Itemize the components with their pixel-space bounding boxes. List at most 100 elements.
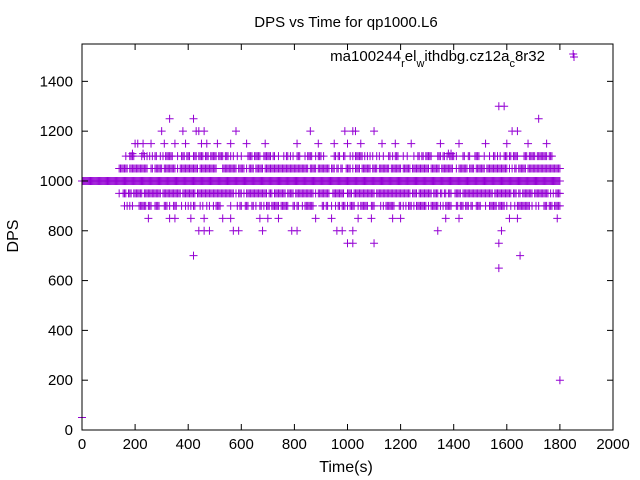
data-point (354, 214, 363, 223)
legend-marker (570, 53, 578, 61)
data-point (396, 214, 405, 223)
data-point (455, 139, 464, 148)
data-point (351, 127, 360, 136)
data-point (186, 214, 195, 223)
data-point (319, 152, 328, 161)
data-point (213, 139, 222, 148)
data-point (555, 376, 564, 385)
data-point (144, 214, 153, 223)
y-tick-label: 1400 (40, 73, 73, 90)
data-point (494, 264, 503, 273)
data-point (407, 139, 416, 148)
data-point (200, 214, 209, 223)
data-point (481, 139, 490, 148)
data-point (340, 127, 349, 136)
data-point (497, 226, 506, 235)
data-point (189, 114, 198, 123)
data-point (542, 139, 551, 148)
data-point (441, 214, 450, 223)
data-point (160, 139, 169, 148)
x-axis-ticks: 0 200 400 600 800 1000 1200 1400 1600 1800 2000 (78, 44, 630, 453)
data-point (258, 226, 267, 235)
data-point (242, 139, 251, 148)
data-point (555, 164, 564, 173)
data-point (436, 139, 445, 148)
data-point (391, 139, 400, 148)
legend-text-part: 8r32 (515, 48, 545, 65)
data-point (170, 139, 179, 148)
data-point (494, 239, 503, 248)
data-point (311, 214, 320, 223)
data-point (327, 214, 336, 223)
data-point (455, 214, 464, 223)
data-point (447, 149, 456, 158)
data-point (255, 214, 264, 223)
chart-title: DPS vs Time for qp1000.L6 (254, 14, 437, 31)
x-tick-label: 1200 (384, 436, 417, 453)
data-point (356, 139, 365, 148)
data-point (534, 114, 543, 123)
y-tick-label: 0 (65, 422, 73, 439)
x-tick-label: 800 (282, 436, 307, 453)
x-tick-label: 1800 (543, 436, 576, 453)
x-tick-label: 2000 (596, 436, 629, 453)
data-point (388, 214, 397, 223)
data-point (178, 127, 187, 136)
data-point (370, 239, 379, 248)
data-point (348, 239, 357, 248)
data-point (226, 139, 235, 148)
y-tick-label: 800 (48, 223, 73, 240)
legend-subscript: r (401, 58, 405, 70)
y-axis-label: DPS (5, 220, 22, 253)
data-point (502, 139, 511, 148)
data-point (524, 139, 533, 148)
y-tick-label: 200 (48, 372, 73, 389)
legend-subscript: w (415, 58, 424, 70)
x-tick-label: 400 (176, 436, 201, 453)
data-point (128, 149, 137, 158)
x-axis-label: Time(s) (319, 459, 373, 476)
y-tick-label: 1200 (40, 123, 73, 140)
data-point (330, 139, 339, 148)
y-axis-ticks: 0 200 400 600 800 1000 1200 1400 (40, 73, 613, 439)
data-point (306, 127, 315, 136)
data-point (139, 139, 148, 148)
data-point (139, 149, 148, 158)
y-tick-label: 1000 (40, 173, 73, 190)
data-point (547, 152, 556, 161)
y-tick-label: 600 (48, 273, 73, 290)
data-point (170, 214, 179, 223)
data-point (181, 139, 190, 148)
data-point (231, 127, 240, 136)
x-tick-label: 1000 (331, 436, 364, 453)
data-point (555, 176, 564, 185)
data-point (226, 214, 235, 223)
data-point (189, 251, 198, 260)
data-point (293, 139, 302, 148)
data-point (513, 127, 522, 136)
x-tick-label: 0 (78, 436, 86, 453)
data-point (555, 201, 564, 210)
data-point (165, 114, 174, 123)
data-point (157, 127, 166, 136)
x-tick-label: 200 (123, 436, 148, 453)
data-point (200, 127, 209, 136)
data-point (338, 226, 347, 235)
data-point (202, 139, 211, 148)
data-point (314, 139, 323, 148)
x-tick-label: 1600 (490, 436, 523, 453)
data-point (343, 139, 352, 148)
data-point (234, 226, 243, 235)
data-point (293, 226, 302, 235)
data-point (500, 102, 509, 111)
data-point (505, 214, 514, 223)
data-point (348, 226, 357, 235)
x-tick-label: 600 (229, 436, 254, 453)
data-point (516, 251, 525, 260)
data-point (261, 139, 270, 148)
data-point (308, 201, 317, 210)
data-point (216, 201, 225, 210)
legend-marker-symbol (570, 53, 578, 61)
